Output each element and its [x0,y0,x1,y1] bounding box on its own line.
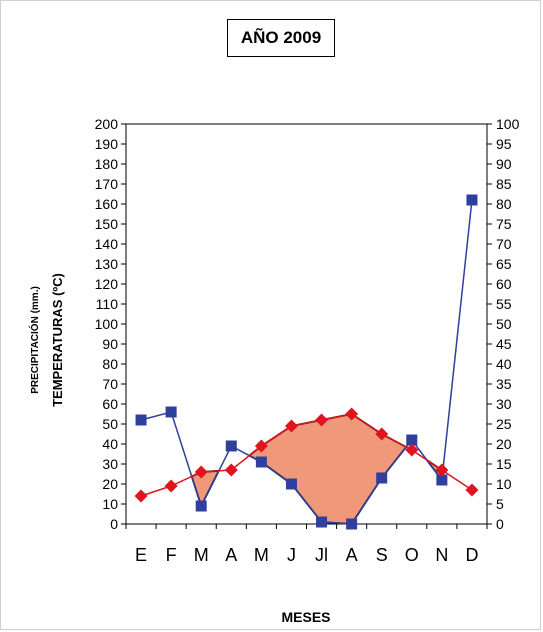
temperature-point [405,443,419,457]
right-tick-label: 70 [496,236,512,252]
x-tick-label: N [435,545,448,565]
precipitation-point [436,474,448,486]
left-axis: 0 10 20 30 40 50 60 70 80 90 100 110 120 130 140 150 160… [95,116,126,532]
left-tick-label: 80 [102,356,118,372]
x-tick-label: F [166,545,177,565]
left-tick-label: 140 [95,236,119,252]
temperature-point [194,465,208,479]
right-tick-label: 60 [496,276,512,292]
left-tick-label: 70 [102,376,118,392]
x-tick-label: A [225,545,237,565]
right-tick-label: 55 [496,296,512,312]
left-tick-label: 120 [95,276,119,292]
temperature-point [465,483,479,497]
x-tick-label: O [405,545,419,565]
temperature-point [284,419,298,433]
x-tick-label: S [376,545,388,565]
x-tick-label: A [346,545,358,565]
left-tick-label: 60 [102,396,118,412]
x-tick-label: Jl [315,545,328,565]
right-tick-label: 0 [496,516,504,532]
right-tick-label: 85 [496,176,512,192]
right-tick-label: 5 [496,496,504,512]
left-tick-label: 20 [102,476,118,492]
right-axis: 0 5 10 15 20 25 30 35 40 45 50 55 60 65 70 75 80 85 90 95 10… [487,116,520,532]
y-axis-label-temperature: TEMPERATURAS (ºC) [50,273,65,407]
precipitation-point [225,440,237,452]
temperature-point [315,413,329,427]
left-tick-label: 30 [102,456,118,472]
right-tick-label: 40 [496,356,512,372]
precipitation-point [195,500,207,512]
left-tick-label: 150 [95,216,119,232]
temperature-point [254,439,268,453]
x-axis: E F M A M J Jl A S O N D [125,524,488,565]
x-tick-label: D [465,545,478,565]
precipitation-point [406,434,418,446]
left-tick-label: 40 [102,436,118,452]
left-tick-label: 130 [95,256,119,272]
precipitation-point [316,516,328,528]
right-tick-label: 15 [496,456,512,472]
chart-title: AÑO 2009 [227,19,335,57]
precipitation-point [376,472,388,484]
x-tick-label: M [194,545,209,565]
left-tick-label: 170 [95,176,119,192]
precipitation-line [140,199,473,525]
left-tick-label: 180 [95,156,119,172]
left-tick-label: 160 [95,196,119,212]
right-tick-label: 80 [496,196,512,212]
precipitation-point [135,414,147,426]
right-tick-label: 10 [496,476,512,492]
right-tick-label: 45 [496,336,512,352]
right-tick-label: 95 [496,136,512,152]
left-tick-label: 10 [102,496,118,512]
left-tick-label: 190 [95,136,119,152]
right-tick-label: 65 [496,256,512,272]
left-tick-label: 110 [96,296,119,312]
left-tick-label: 200 [95,116,119,132]
x-tick-label: M [254,545,269,565]
temperature-point [164,479,178,493]
precipitation-point [285,478,297,490]
left-tick-label: 100 [95,316,119,332]
temperature-point [435,463,449,477]
right-tick-label: 25 [496,416,512,432]
right-tick-label: 35 [496,376,512,392]
temperature-point [134,489,148,503]
right-tick-label: 90 [496,156,512,172]
y-axis-label-precipitation: PRECIPITACIÓN (mm.) [28,286,41,394]
precipitation-point [346,518,358,530]
right-tick-label: 100 [496,116,520,132]
right-tick-label: 20 [496,436,512,452]
left-tick-label: 50 [102,416,118,432]
temperature-point [375,427,389,441]
x-tick-label: E [135,545,147,565]
right-tick-label: 30 [496,396,512,412]
left-tick-label: 90 [102,336,118,352]
x-tick-label: J [287,545,296,565]
temperature-point [345,407,359,421]
precipitation-point [255,456,267,468]
right-tick-label: 50 [496,316,512,332]
left-tick-label: 0 [110,516,118,532]
temperature-point [224,463,238,477]
precipitation-point [466,194,478,206]
x-axis-label: MESES [281,609,330,625]
precipitation-point [165,406,177,418]
series-layer [134,194,479,530]
right-tick-label: 75 [496,216,512,232]
temperature-line [140,413,473,497]
